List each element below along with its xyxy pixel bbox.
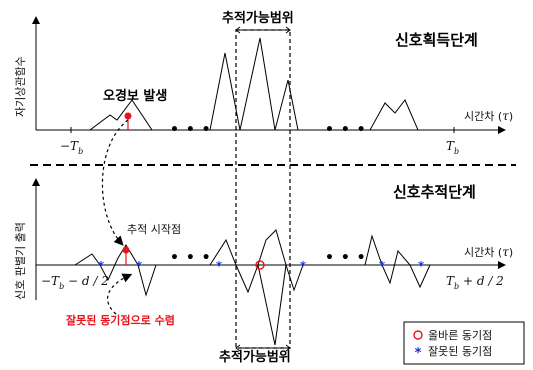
converge-label: 잘못된 동기점으로 수렴 <box>66 313 175 327</box>
bottom-ellipsis-left: • • • <box>170 250 212 266</box>
top-range-label: 추적가능범위 <box>222 10 294 26</box>
top-x-axis-label: 시간차 (τ) <box>464 109 513 123</box>
bottom-curve-main <box>209 229 304 294</box>
wrong-sync-star-2: * <box>136 259 143 273</box>
top-tick-left-label: −Tb <box>60 139 83 156</box>
start-point-dot <box>122 246 130 254</box>
bottom-x-axis-label: 시간차 (τ) <box>464 245 513 259</box>
top-small-peak-right <box>369 99 419 131</box>
bottom-ellipsis-right: • • • <box>325 250 367 266</box>
wrong-sync-star-6: * <box>418 259 425 273</box>
start-point-label: 추적 시작점 <box>127 223 181 236</box>
wrong-sync-star-3: * <box>216 259 223 273</box>
top-y-axis-label: 자기상관함수 <box>14 56 27 117</box>
legend-correct-label: 올바른 동기점 <box>428 329 492 342</box>
wrong-sync-star-5: * <box>379 259 386 273</box>
top-panel: 신호획득단계 자기상관함수 시간차 (τ) −Tb Tb • • • • • •… <box>14 10 513 156</box>
top-tick-right-label: Tb <box>446 139 459 156</box>
bottom-tick-left-label: −Tb − d / 2 <box>41 274 109 291</box>
bottom-range-label: 추적가능범위 <box>219 349 291 365</box>
false-alarm-to-start-arrow <box>101 119 129 246</box>
top-ellipsis-right: • • • <box>325 122 367 138</box>
legend-wrong-label: 잘못된 동기점 <box>428 345 492 358</box>
false-alarm-label: 오경보 발생 <box>103 88 167 104</box>
bottom-tick-right-label: Tb + d / 2 <box>446 274 504 291</box>
trackable-range-box <box>235 29 291 349</box>
correct-sync-marker <box>255 260 265 270</box>
bottom-panel-title: 신호추적단계 <box>393 183 476 201</box>
bottom-curve-right <box>364 234 431 289</box>
top-panel-title: 신호획득단계 <box>395 31 478 49</box>
bottom-curve-main-deep <box>257 264 287 346</box>
legend: 올바른 동기점 * 잘못된 동기점 <box>403 321 525 365</box>
top-ellipsis-left: • • • <box>170 122 212 138</box>
bottom-curve-left <box>74 244 157 297</box>
top-small-peak-left <box>89 99 153 131</box>
wrong-sync-star-4: * <box>300 259 307 273</box>
top-peak-main <box>209 37 299 131</box>
legend-box <box>403 321 525 365</box>
legend-wrong-icon: * <box>415 346 422 361</box>
converge-arrow <box>107 273 133 315</box>
wrong-sync-markers: * * * * * * <box>98 259 425 273</box>
legend-correct-icon <box>413 330 423 340</box>
bottom-y-axis-label: 신호 판별기 출력 <box>14 222 27 300</box>
false-alarm-dot <box>124 112 132 120</box>
bottom-panel: 신호추적단계 신호 판별기 출력 시간차 (τ) −Tb − d / 2 Tb … <box>14 178 513 365</box>
wrong-sync-star-1: * <box>98 259 105 273</box>
